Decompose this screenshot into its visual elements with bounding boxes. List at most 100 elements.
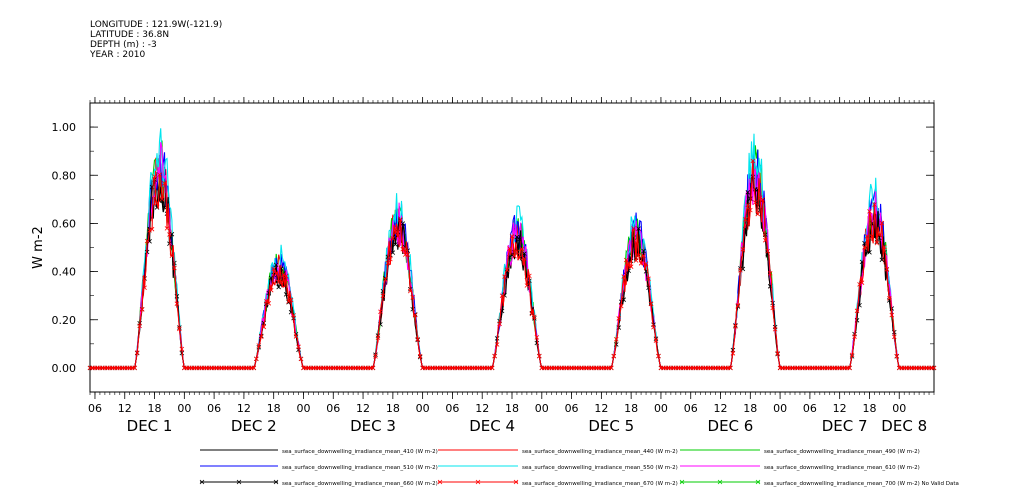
series-marker — [730, 351, 736, 356]
series-marker — [388, 256, 393, 262]
series-marker — [378, 309, 383, 315]
series-marker — [613, 336, 619, 342]
x-day-label: DEC 1 — [127, 417, 173, 435]
series-marker — [775, 351, 780, 356]
series-marker — [656, 353, 661, 359]
series-marker — [137, 323, 142, 329]
series-marker — [862, 245, 867, 250]
series-marker — [412, 312, 418, 318]
legend-label: sea_surface_downwelling_irradiance_mean_… — [764, 481, 959, 487]
series-marker — [162, 181, 167, 186]
series-marker — [298, 356, 304, 362]
legend-marker — [513, 479, 519, 485]
series-marker — [293, 334, 299, 339]
x-tick-label: 00 — [296, 402, 310, 415]
series-marker — [740, 266, 746, 272]
legend-marker — [717, 479, 723, 485]
series-marker — [757, 195, 763, 200]
series-marker — [852, 334, 857, 339]
x-tick-label: 00 — [892, 402, 906, 415]
x-tick-label: 18 — [148, 402, 162, 415]
legend-marker — [679, 479, 685, 485]
series-marker — [750, 158, 756, 164]
series-marker — [646, 276, 651, 282]
series-marker — [616, 325, 622, 330]
series-marker — [522, 251, 527, 256]
x-tick-label: 18 — [624, 402, 638, 415]
series-line — [90, 160, 934, 369]
series-marker — [626, 260, 631, 266]
series-marker — [177, 326, 182, 332]
series-marker — [134, 350, 140, 355]
y-tick-label: 0.40 — [52, 266, 77, 279]
series-marker — [857, 282, 862, 287]
series-marker — [167, 232, 172, 237]
series-marker — [494, 342, 500, 347]
series-marker — [767, 271, 773, 276]
series-marker — [532, 314, 537, 320]
x-tick-label: 12 — [356, 402, 370, 415]
series-marker — [877, 232, 882, 238]
series-marker — [884, 266, 890, 272]
x-tick-label: 12 — [118, 402, 132, 415]
legend-marker — [475, 479, 481, 485]
x-tick-label: 18 — [267, 402, 281, 415]
series-marker — [149, 226, 155, 232]
series-marker — [393, 230, 398, 236]
series-marker — [772, 326, 778, 332]
x-day-label: DEC 2 — [231, 417, 277, 435]
x-day-label: DEC 4 — [469, 417, 515, 435]
series-marker — [142, 285, 147, 291]
series-marker — [261, 324, 267, 330]
series-marker — [390, 250, 396, 255]
series-marker — [623, 272, 629, 278]
series-marker — [879, 257, 885, 263]
series-marker — [889, 312, 895, 318]
series-marker — [278, 279, 284, 285]
series-marker — [641, 248, 646, 254]
series-marker — [179, 346, 185, 352]
series-line — [90, 176, 934, 369]
series-marker — [157, 172, 162, 178]
series-marker — [288, 297, 294, 303]
x-tick-label: 18 — [386, 402, 400, 415]
series-marker — [509, 234, 515, 239]
series-marker — [755, 211, 761, 217]
series-marker — [887, 296, 892, 301]
x-tick-label: 18 — [862, 402, 876, 415]
series-marker — [405, 252, 411, 257]
series-marker — [291, 312, 296, 318]
series-marker — [499, 293, 505, 298]
x-day-label: DEC 7 — [822, 417, 868, 435]
series-marker — [147, 228, 152, 233]
series-marker — [154, 200, 160, 206]
series-marker — [891, 334, 897, 340]
series-marker — [502, 274, 507, 279]
legend-marker — [273, 479, 279, 485]
series-marker — [760, 197, 766, 202]
legend-label: sea_surface_downwelling_irradiance_mean_… — [522, 449, 678, 455]
series-marker — [621, 274, 626, 279]
legend-label: sea_surface_downwelling_irradiance_mean_… — [282, 465, 438, 471]
series-marker — [770, 305, 775, 311]
series-marker — [380, 293, 386, 299]
series-marker — [611, 353, 617, 359]
series-marker — [864, 233, 870, 239]
series-marker — [268, 287, 274, 293]
series-marker — [169, 253, 175, 259]
x-tick-label: 12 — [594, 402, 608, 415]
y-axis-label: W m-2 — [31, 226, 46, 269]
depth-label: DEPTH (m) : -3 — [90, 40, 157, 50]
legend-marker — [755, 479, 761, 485]
series-marker — [854, 308, 860, 314]
series-marker — [738, 267, 743, 273]
series-marker — [410, 295, 415, 300]
x-tick-label: 06 — [803, 402, 817, 415]
series-marker — [752, 200, 758, 205]
plot-area — [87, 128, 937, 371]
series-marker — [385, 260, 391, 266]
x-tick-label: 06 — [326, 402, 340, 415]
series-marker — [867, 209, 872, 214]
x-tick-label: 18 — [505, 402, 519, 415]
series-marker — [874, 240, 880, 246]
